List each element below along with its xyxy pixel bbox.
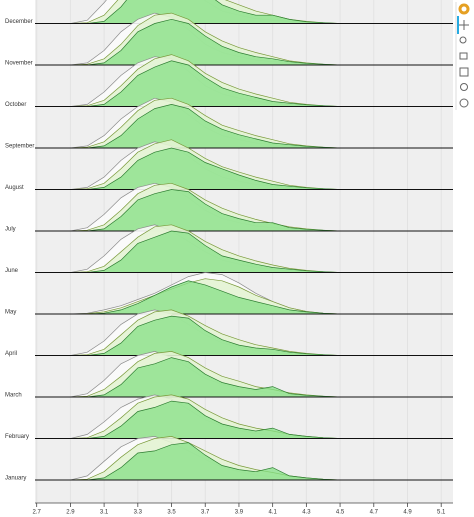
x-tick-label: 3.5 — [167, 510, 176, 516]
x-tick-label: 2.7 — [33, 510, 42, 516]
grid — [36, 0, 442, 503]
y-tick-label: October — [5, 102, 26, 108]
help-tool[interactable] — [459, 98, 469, 108]
y-tick-label: August — [5, 185, 24, 191]
ridges: December November October September August Ju… — [5, 0, 453, 482]
x-tick-label: 2.9 — [66, 510, 75, 516]
y-tick-label: June — [5, 268, 19, 274]
x-tick-label: 4.3 — [302, 510, 311, 516]
y-tick-label: July — [5, 227, 16, 233]
plot-background — [35, 0, 453, 503]
x-tick-label: 4.5 — [336, 510, 345, 516]
y-tick-label: March — [5, 393, 22, 399]
density-ridge — [70, 0, 341, 24]
reset-tool[interactable] — [460, 83, 468, 91]
y-tick-label: February — [5, 434, 29, 440]
density-ridge — [70, 230, 341, 273]
y-tick-label: May — [5, 310, 16, 316]
density-ridge — [70, 147, 341, 190]
x-tick-label: 4.9 — [403, 510, 412, 516]
density-ridge — [70, 280, 341, 315]
density-ridge — [70, 18, 341, 66]
y-tick-label: December — [5, 19, 33, 25]
density-ridge — [70, 357, 341, 398]
bokeh-logo[interactable] — [458, 3, 470, 15]
box-zoom-tool[interactable] — [459, 52, 468, 60]
y-tick-label: September — [5, 144, 34, 150]
density-ridge — [70, 400, 341, 439]
density-ridge — [70, 442, 341, 481]
density-ridge — [70, 315, 341, 356]
x-tick-label: 3.3 — [134, 510, 143, 516]
toolbar — [455, 2, 470, 110]
x-axis: 2.7 2.9 3.1 3.3 3.5 3.7 3.9 4.1 4.3 4.5 4.7 4.9 5.1 — [33, 502, 453, 516]
x-tick-label: 3.7 — [201, 510, 210, 516]
density-ridge — [70, 104, 341, 149]
x-tick-label: 5.1 — [437, 510, 446, 516]
y-tick-label: January — [5, 476, 26, 482]
save-tool[interactable] — [459, 67, 469, 77]
density-ridge — [70, 189, 341, 232]
zoom-tool[interactable] — [459, 36, 467, 44]
x-tick-label: 4.7 — [370, 510, 379, 516]
density-ridge — [70, 60, 341, 107]
y-tick-label: April — [5, 351, 17, 357]
pan-tool[interactable] — [459, 20, 469, 30]
x-tick-label: 3.1 — [100, 510, 109, 516]
x-tick-label: 4.1 — [268, 510, 277, 516]
y-tick-label: November — [5, 61, 33, 67]
x-tick-label: 3.9 — [235, 510, 244, 516]
